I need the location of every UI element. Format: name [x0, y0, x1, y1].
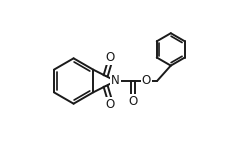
- Text: O: O: [106, 98, 115, 111]
- Text: O: O: [142, 75, 151, 87]
- Text: O: O: [106, 51, 115, 64]
- Text: N: N: [111, 75, 120, 87]
- Text: O: O: [128, 95, 137, 108]
